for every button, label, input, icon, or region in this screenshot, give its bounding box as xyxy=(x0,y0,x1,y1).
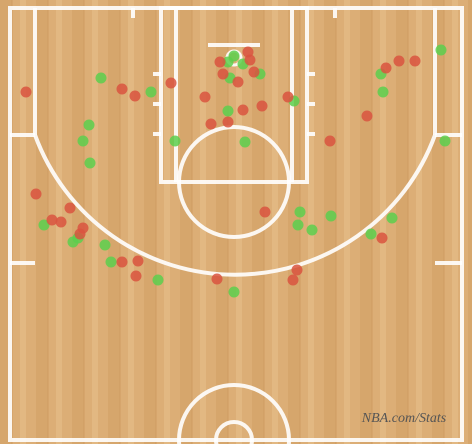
shot xyxy=(77,135,89,147)
shot xyxy=(232,76,244,88)
shot xyxy=(129,90,141,102)
shot xyxy=(38,219,50,231)
shot xyxy=(324,135,336,147)
shot xyxy=(306,224,318,236)
shot xyxy=(292,219,304,231)
shot xyxy=(393,55,405,67)
shot xyxy=(386,212,398,224)
shot xyxy=(228,286,240,298)
shot xyxy=(169,135,181,147)
shot xyxy=(105,256,117,268)
shot xyxy=(294,206,306,218)
shot xyxy=(84,157,96,169)
shot xyxy=(222,105,234,117)
shot xyxy=(211,273,223,285)
shot xyxy=(116,256,128,268)
shot xyxy=(46,214,58,226)
shot xyxy=(244,54,256,66)
shot xyxy=(291,264,303,276)
shot xyxy=(99,239,111,251)
shot xyxy=(409,55,421,67)
shot xyxy=(55,216,67,228)
shot xyxy=(325,210,337,222)
shot xyxy=(237,104,249,116)
shot xyxy=(439,135,451,147)
shot xyxy=(20,86,32,98)
shot xyxy=(205,118,217,130)
shot xyxy=(435,44,447,56)
shot xyxy=(132,255,144,267)
shot xyxy=(130,270,142,282)
shot xyxy=(287,274,299,286)
shot xyxy=(239,136,251,148)
shot xyxy=(248,66,260,78)
shot xyxy=(165,77,177,89)
shot xyxy=(74,228,86,240)
shot xyxy=(64,202,76,214)
shot xyxy=(217,68,229,80)
shot xyxy=(214,56,226,68)
shot xyxy=(95,72,107,84)
shot xyxy=(145,86,157,98)
shot xyxy=(376,232,388,244)
shot xyxy=(365,228,377,240)
shot xyxy=(152,274,164,286)
shot xyxy=(361,110,373,122)
shot xyxy=(377,86,389,98)
shot xyxy=(222,116,234,128)
shot xyxy=(83,119,95,131)
shot xyxy=(259,206,271,218)
shot xyxy=(199,91,211,103)
court-lines xyxy=(8,6,464,444)
watermark: NBA.com/Stats xyxy=(361,411,447,426)
shot xyxy=(222,56,234,68)
shot xyxy=(380,62,392,74)
shot xyxy=(30,188,42,200)
shot xyxy=(282,91,294,103)
shot xyxy=(256,100,268,112)
shot xyxy=(116,83,128,95)
